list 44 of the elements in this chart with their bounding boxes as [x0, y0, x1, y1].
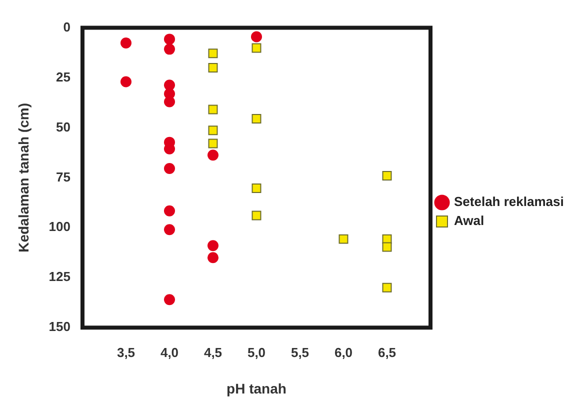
- x-axis-title: pH tanah: [226, 380, 286, 396]
- point: [382, 242, 392, 252]
- point: [164, 34, 175, 45]
- legend-label: Awal: [454, 213, 484, 228]
- point: [207, 150, 218, 161]
- point: [207, 240, 218, 252]
- point: [338, 234, 348, 244]
- point: [164, 44, 175, 55]
- point: [252, 114, 262, 124]
- point: [208, 104, 218, 114]
- y-tick-label: 50: [56, 119, 70, 134]
- y-tick-label: 125: [48, 269, 70, 284]
- x-tick-label: 6,5: [378, 344, 396, 360]
- point: [382, 170, 392, 180]
- point: [208, 63, 218, 73]
- y-tick-label: 75: [56, 169, 70, 184]
- point: [164, 205, 175, 216]
- point: [250, 31, 262, 42]
- x-tick-label: 5,0: [247, 344, 266, 360]
- point: [208, 138, 218, 148]
- y-axis-title: Kedalaman tanah (cm): [15, 103, 32, 252]
- point: [164, 163, 175, 174]
- y-tick-label: 25: [56, 69, 70, 84]
- point: [252, 210, 262, 220]
- point: [120, 76, 132, 88]
- x-tick-label: 4,0: [160, 344, 179, 360]
- x-tick-label: 5,5: [290, 344, 310, 360]
- legend-label: Setelah reklamasi: [454, 194, 564, 210]
- point: [164, 294, 175, 306]
- x-tick-label: 3,5: [116, 344, 136, 360]
- point: [120, 37, 132, 48]
- y-tick-label: 150: [48, 319, 70, 334]
- point: [252, 184, 262, 194]
- x-tick-label: 6,0: [334, 344, 353, 360]
- point: [252, 43, 262, 53]
- point: [207, 252, 218, 264]
- point: [382, 282, 392, 292]
- point: [164, 96, 175, 108]
- point: [164, 224, 175, 236]
- point: [208, 126, 218, 136]
- x-tick-label: 4,5: [204, 344, 222, 360]
- point: [208, 48, 218, 58]
- y-tick-label: 100: [48, 219, 70, 234]
- y-tick-label: 0: [63, 19, 70, 34]
